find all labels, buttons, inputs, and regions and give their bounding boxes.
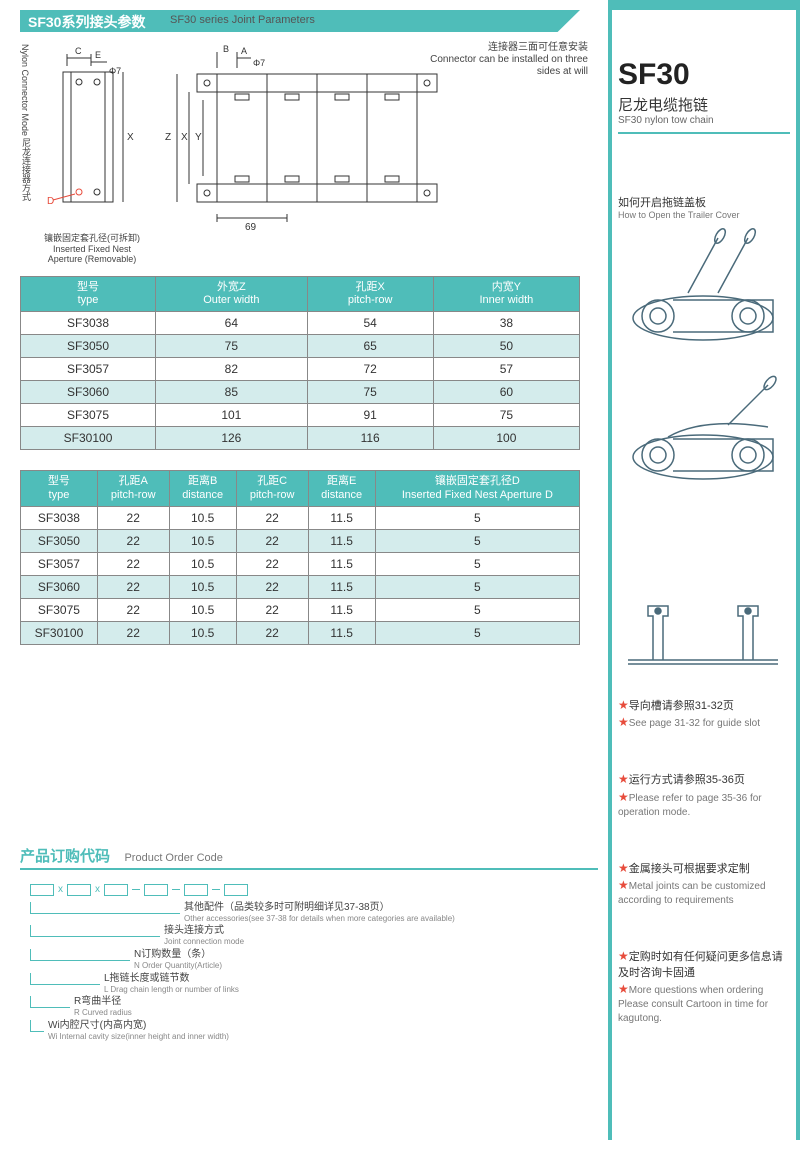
svg-text:B: B xyxy=(223,44,229,54)
connector-diagram-1: C E Φ7 X D 镶嵌固定套孔径(可拆卸 xyxy=(37,44,147,264)
order-tree-line: 其他配件（品类较多时可附明细详见37-38页）Other accessories… xyxy=(30,902,598,924)
table-row: SF30751019175 xyxy=(21,404,580,427)
svg-text:Φ7: Φ7 xyxy=(253,58,265,68)
svg-text:69: 69 xyxy=(245,222,257,233)
connector-note: 连接器三面可任意安装 Connector can be installed on… xyxy=(428,42,588,78)
svg-text:Y: Y xyxy=(195,132,202,143)
order-code-boxes: x x xyxy=(30,884,598,896)
howto-title-en: How to Open the Trailer Cover xyxy=(618,210,790,220)
order-code-section: 产品订购代码 Product Order Code x x 其他配件（品类较多时… xyxy=(20,845,598,1042)
table-header: 型号type xyxy=(21,277,156,312)
sidebar-note: ★导向槽请参照31-32页★See page 31-32 for guide s… xyxy=(618,697,790,731)
table-header: 距离Edistance xyxy=(308,471,375,506)
product-code: SF30 xyxy=(618,58,790,92)
table-row: SF3038645438 xyxy=(21,312,580,335)
parameters-table-2: 型号type孔距Apitch-row距离Bdistance孔距Cpitch-ro… xyxy=(20,470,580,644)
header-title-cn: SF30系列接头参数 xyxy=(28,12,145,32)
order-title-cn: 产品订购代码 xyxy=(20,848,110,865)
table-row: SF30602210.52211.55 xyxy=(21,575,580,598)
svg-text:A: A xyxy=(241,46,247,56)
bracket-illustration xyxy=(618,586,790,681)
open-cover-illustration-1 xyxy=(618,228,790,353)
svg-text:D: D xyxy=(47,196,54,207)
sidebar-note: ★定购时如有任何疑问更多信息请及时咨询卡固通★More questions wh… xyxy=(618,948,790,1026)
table-header: 型号type xyxy=(21,471,98,506)
svg-text:X: X xyxy=(127,132,134,143)
diagram1-caption: 镶嵌固定套孔径(可拆卸) Inserted Fixed Nest Apertur… xyxy=(37,231,147,264)
header-title-en: SF30 series Joint Parameters xyxy=(170,14,315,26)
section-header: SF30系列接头参数 SF30 series Joint Parameters xyxy=(20,10,598,38)
howto-title-cn: 如何开启拖链盖板 xyxy=(618,194,790,210)
open-cover-illustration-2 xyxy=(618,367,790,492)
order-tree-line: 接头连接方式Joint connection mode xyxy=(30,925,598,947)
sidebar-note: ★运行方式请参照35-36页★Please refer to page 35-3… xyxy=(618,771,790,819)
table-header: 孔距Apitch-row xyxy=(97,471,169,506)
vertical-label: Nylon Connector Mode 尼龙连接器方式 xyxy=(20,44,33,264)
table-header: 镶嵌固定套孔径DInserted Fixed Nest Aperture D xyxy=(375,471,579,506)
svg-text:E: E xyxy=(95,50,101,60)
table-row: SF30100126116100 xyxy=(21,427,580,450)
table-header: 孔距Xpitch-row xyxy=(307,277,433,312)
order-title-en: Product Order Code xyxy=(124,852,222,864)
order-code-tree: 其他配件（品类较多时可附明细详见37-38页）Other accessories… xyxy=(30,902,598,1042)
order-tree-line: L拖链长度或链节数L Drag chain length or number o… xyxy=(30,973,598,995)
table-row: SF3050756550 xyxy=(21,335,580,358)
sidebar: SF30 尼龙电缆拖链 SF30 nylon tow chain 如何开启拖链盖… xyxy=(608,0,800,1140)
product-name-en: SF30 nylon tow chain xyxy=(618,115,790,134)
table-row: SF30382210.52211.55 xyxy=(21,506,580,529)
table-row: SF301002210.52211.55 xyxy=(21,621,580,644)
table-header: 孔距Cpitch-row xyxy=(236,471,308,506)
svg-text:X: X xyxy=(181,132,188,143)
table-header: 距离Bdistance xyxy=(169,471,236,506)
table-header: 外宽ZOuter width xyxy=(156,277,308,312)
table-row: SF30572210.52211.55 xyxy=(21,552,580,575)
svg-text:Z: Z xyxy=(165,132,171,143)
sidebar-note: ★金属接头可根据要求定制★Metal joints can be customi… xyxy=(618,860,790,908)
product-name-cn: 尼龙电缆拖链 xyxy=(618,94,790,115)
table-row: SF3060857560 xyxy=(21,381,580,404)
table-header: 内宽YInner width xyxy=(433,277,579,312)
svg-text:Φ7: Φ7 xyxy=(109,66,121,76)
svg-text:C: C xyxy=(75,46,82,56)
table-row: SF30752210.52211.55 xyxy=(21,598,580,621)
table-row: SF30502210.52211.55 xyxy=(21,529,580,552)
order-tree-line: R弯曲半径R Curved radius xyxy=(30,996,598,1018)
order-tree-line: N订购数量（条）N Order Quantity(Article) xyxy=(30,949,598,971)
table-row: SF3057827257 xyxy=(21,358,580,381)
connector-diagram-2: B A Φ7 Z xyxy=(157,44,457,239)
parameters-table-1: 型号type外宽ZOuter width孔距Xpitch-row内宽YInner… xyxy=(20,276,580,450)
order-tree-line: Wi内腔尺寸(内高内宽)Wi Internal cavity size(inne… xyxy=(30,1020,598,1042)
